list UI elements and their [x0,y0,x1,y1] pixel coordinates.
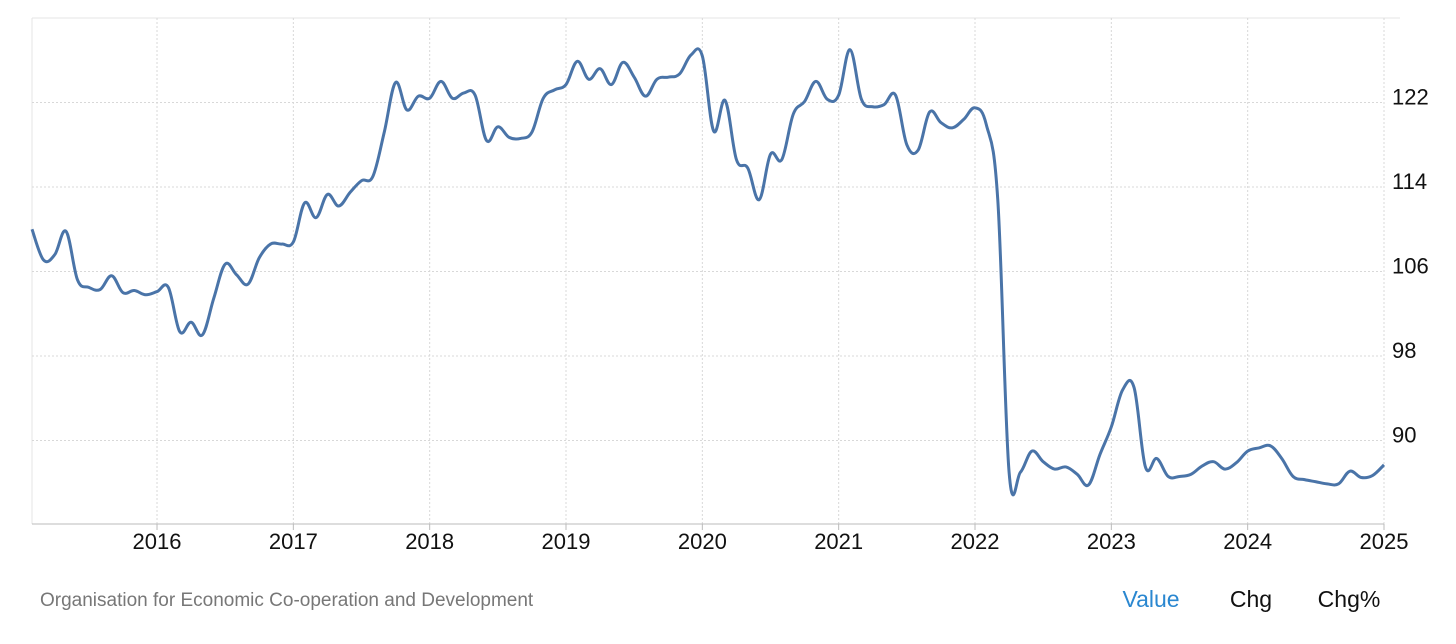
x-tick-label: 2023 [1087,529,1136,554]
x-tick-label: 2021 [814,529,863,554]
chg-pct-button[interactable]: Chg% [1318,586,1381,612]
y-tick-label: 90 [1392,422,1416,447]
y-tick-label: 122 [1392,84,1429,109]
y-tick-label: 98 [1392,338,1416,363]
x-tick-label: 2022 [951,529,1000,554]
source: Organisation for Economic Co-operation a… [40,590,534,611]
y-tick-label: 114 [1392,169,1427,194]
x-tick-label: 2020 [678,529,727,554]
chg-button[interactable]: Chg [1230,586,1272,612]
x-tick-label: 2019 [542,529,591,554]
y-tick-label: 106 [1392,253,1429,278]
x-tick-label: 2025 [1360,529,1409,554]
x-tick-label: 2018 [405,529,454,554]
x-tick-label: 2017 [269,529,318,554]
series-line [30,47,1386,497]
x-tick-label: 2024 [1223,529,1272,554]
x-tick-label: 2016 [133,529,182,554]
value-button[interactable]: Value [1122,586,1179,612]
